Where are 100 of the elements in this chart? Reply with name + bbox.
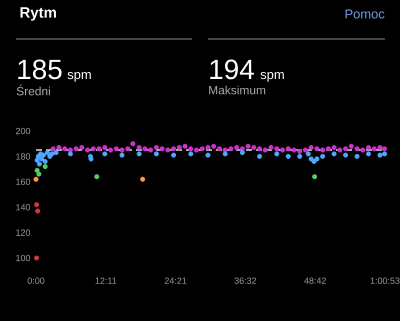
y-tick-label: 120 <box>16 229 30 236</box>
point <box>35 208 40 214</box>
point <box>194 148 200 153</box>
point <box>90 146 96 152</box>
point <box>320 154 326 159</box>
point <box>354 154 360 159</box>
y-tick-label: 200 <box>16 128 30 134</box>
point <box>343 146 348 152</box>
point <box>234 145 240 150</box>
point <box>205 152 210 158</box>
point <box>240 146 245 152</box>
point <box>34 176 38 182</box>
point <box>382 146 388 152</box>
point <box>171 152 176 158</box>
point <box>74 146 79 152</box>
point <box>366 145 371 150</box>
y-tick-label: 160 <box>16 178 30 185</box>
point <box>154 145 159 150</box>
point <box>377 152 382 158</box>
point <box>50 151 55 156</box>
point <box>119 152 124 158</box>
point <box>308 145 314 150</box>
point <box>36 172 42 177</box>
point <box>251 145 256 150</box>
point <box>337 148 342 153</box>
point <box>34 202 40 208</box>
point <box>40 152 46 158</box>
text: spm <box>260 72 284 82</box>
point <box>96 146 102 152</box>
point <box>312 174 318 180</box>
text: Maksimum <box>209 86 266 94</box>
point <box>142 146 148 152</box>
point <box>257 146 262 152</box>
point <box>382 151 388 156</box>
y-tick-label: 100 <box>16 254 30 262</box>
point <box>268 145 274 150</box>
point <box>360 148 366 153</box>
point <box>354 146 360 152</box>
point <box>44 150 50 156</box>
point <box>54 150 59 156</box>
point <box>114 146 119 152</box>
point <box>68 151 73 156</box>
point <box>262 148 268 153</box>
point <box>102 151 108 156</box>
point <box>171 146 176 152</box>
point <box>274 151 280 156</box>
x-tick-label: 48:42 <box>304 278 326 284</box>
text: spm <box>68 72 91 82</box>
point <box>291 148 296 153</box>
text: Pomoc <box>346 9 384 19</box>
point <box>280 148 286 153</box>
point <box>306 151 311 156</box>
point <box>119 148 124 153</box>
point <box>246 144 251 149</box>
x-tick-label: 1:00:53 <box>370 278 400 284</box>
point <box>216 146 222 152</box>
point <box>326 146 331 152</box>
y-tick-label: 140 <box>16 204 30 210</box>
text: 194 <box>210 60 254 80</box>
point <box>165 148 170 153</box>
point <box>314 156 320 162</box>
point <box>176 145 182 150</box>
point <box>286 146 291 152</box>
point <box>377 145 382 150</box>
point <box>62 146 68 152</box>
point <box>36 162 42 167</box>
text: Średni <box>16 84 50 96</box>
point <box>136 151 142 156</box>
point <box>34 256 40 260</box>
point <box>320 148 326 153</box>
point <box>211 144 216 149</box>
point <box>160 146 165 152</box>
point <box>240 150 245 156</box>
point <box>154 151 159 156</box>
point <box>314 146 320 152</box>
point <box>274 146 280 152</box>
point <box>332 151 337 156</box>
point <box>297 154 302 159</box>
point <box>188 151 194 156</box>
point <box>102 145 108 150</box>
point <box>56 145 62 150</box>
point <box>200 146 205 152</box>
point <box>125 146 130 152</box>
point <box>257 154 262 159</box>
point <box>94 174 100 180</box>
point <box>34 168 40 173</box>
point <box>297 148 302 154</box>
chart-title: Rytm <box>20 7 56 21</box>
x-tick-label: 24:21 <box>164 278 186 284</box>
point <box>188 146 194 152</box>
point <box>50 146 56 152</box>
point <box>42 158 48 164</box>
point <box>39 156 44 162</box>
point <box>332 145 337 150</box>
text: 185 <box>18 60 62 80</box>
point <box>108 148 114 153</box>
point <box>222 151 228 156</box>
point <box>302 148 308 153</box>
y-tick-label: 180 <box>16 153 30 160</box>
point <box>228 146 234 152</box>
